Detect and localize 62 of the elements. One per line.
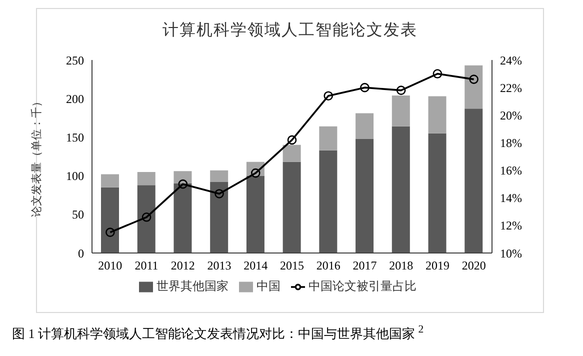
point <box>469 74 478 84</box>
y2-tick-label: 16% <box>500 164 522 178</box>
x-tick-label: 2015 <box>280 258 304 273</box>
y-tick-label: 200 <box>66 92 84 106</box>
y-tick-label: 150 <box>66 130 84 144</box>
y2-tick-label: 20% <box>500 108 522 122</box>
bar <box>392 126 410 253</box>
y2-tick-label: 24% <box>500 53 522 68</box>
point <box>106 228 115 237</box>
bar <box>210 182 228 253</box>
y-axis-title: 论文发表量（单位：千） <box>30 96 43 217</box>
bar <box>392 96 410 126</box>
y2-tick-label: 10% <box>500 246 522 260</box>
point <box>214 189 224 198</box>
x-tick-label: 2010 <box>98 258 122 273</box>
bar <box>101 187 119 253</box>
bar <box>464 65 483 109</box>
x-tick-label: 2011 <box>134 258 158 273</box>
bar <box>282 162 301 253</box>
y-tick-label: 0 <box>78 246 84 260</box>
bar <box>282 144 301 162</box>
bar <box>464 108 483 253</box>
bar <box>319 126 338 150</box>
bar <box>319 150 338 253</box>
bar <box>356 138 374 253</box>
point <box>396 86 406 95</box>
x-tick-label: 2018 <box>389 258 414 273</box>
chart-title: 计算机科学领域人工智能论文发表 <box>162 22 418 39</box>
legend-label: 中国 <box>256 279 280 293</box>
bar <box>174 171 192 184</box>
point <box>178 179 188 189</box>
point <box>287 135 297 145</box>
y-tick-label: 100 <box>66 169 84 184</box>
point <box>142 212 152 222</box>
point <box>324 91 334 100</box>
x-tick-label: 2013 <box>207 258 232 273</box>
x-tick-label: 2012 <box>170 258 195 273</box>
bar <box>101 174 119 188</box>
bar <box>428 96 446 134</box>
x-tick-label: 2019 <box>425 258 450 273</box>
y-tick-label: 250 <box>66 53 84 68</box>
bar <box>356 113 374 139</box>
x-tick-label: 2014 <box>244 258 268 273</box>
bar <box>137 172 156 186</box>
y2-tick-label: 14% <box>500 191 522 206</box>
bar <box>174 184 192 253</box>
y-tick-label: 50 <box>72 208 84 222</box>
caption: 图 1 计算机科学领域人工智能论文发表情况对比：中国与世界其他国家 $^{2}$ <box>12 324 424 342</box>
legend-label: 世界其他国家 <box>156 279 228 293</box>
x-tick-label: 2020 <box>462 258 486 273</box>
legend-label: 中国论文被引量占比 <box>308 279 416 293</box>
point <box>360 82 370 92</box>
bar <box>210 170 228 182</box>
bar <box>428 133 446 253</box>
x-tick-label: 2016 <box>316 258 340 273</box>
bar <box>137 185 156 253</box>
y2-tick-label: 22% <box>500 80 522 95</box>
point <box>432 69 442 78</box>
y2-tick-label: 12% <box>500 218 522 233</box>
bar <box>246 176 264 253</box>
y2-tick-label: 18% <box>500 136 522 150</box>
x-tick-label: 2017 <box>352 258 377 273</box>
